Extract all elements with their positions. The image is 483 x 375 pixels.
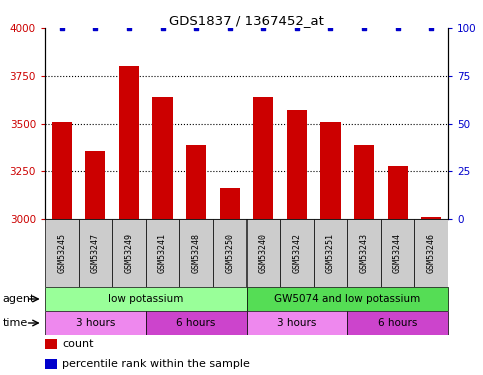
Bar [387,165,408,219]
Text: GSM53251: GSM53251 [326,233,335,273]
Bar [45,358,57,369]
Bar [153,97,172,219]
Bar [146,219,179,287]
Bar [45,219,79,287]
Text: GSM53247: GSM53247 [91,233,100,273]
Point [125,25,133,31]
Bar [354,144,374,219]
Point [394,25,401,31]
Text: GSM53242: GSM53242 [292,233,301,273]
Bar [45,339,57,350]
Bar [287,110,307,219]
Bar [280,219,313,287]
Bar [112,219,146,287]
Bar [347,312,448,334]
Point [327,25,334,31]
Text: 3 hours: 3 hours [76,318,115,328]
Bar [246,288,448,310]
Bar [179,219,213,287]
Bar [79,219,112,287]
Text: GSM53249: GSM53249 [125,233,133,273]
Text: low potassium: low potassium [108,294,184,304]
Text: GSM53240: GSM53240 [259,233,268,273]
Bar [52,122,72,219]
Text: GSM53243: GSM53243 [359,233,369,273]
Bar [220,189,240,219]
Point [91,25,99,31]
Bar [246,312,347,334]
Point [427,25,435,31]
Bar [347,219,381,287]
Point [159,25,167,31]
Point [58,25,66,31]
Bar [119,66,139,219]
Text: GSM53248: GSM53248 [192,233,200,273]
Text: agent: agent [2,294,35,304]
Bar [45,312,146,334]
Point [259,25,267,31]
Text: percentile rank within the sample: percentile rank within the sample [62,359,250,369]
Point [360,25,368,31]
Point [293,25,301,31]
Text: GSM53241: GSM53241 [158,233,167,273]
Text: 6 hours: 6 hours [176,318,216,328]
Bar [246,219,280,287]
Bar [213,219,246,287]
Text: 3 hours: 3 hours [277,318,316,328]
Point [226,25,234,31]
Bar [313,219,347,287]
Bar [253,97,273,219]
Bar [414,219,448,287]
Text: time: time [2,318,28,328]
Text: GSM53244: GSM53244 [393,233,402,273]
Point [192,25,200,31]
Text: GW5074 and low potassium: GW5074 and low potassium [274,294,420,304]
Text: count: count [62,339,93,349]
Bar [146,312,246,334]
Text: GSM53246: GSM53246 [426,233,436,273]
Bar [45,288,246,310]
Bar [421,217,441,219]
Text: 6 hours: 6 hours [378,318,417,328]
Bar [320,122,341,219]
Text: GSM53245: GSM53245 [57,233,66,273]
Bar [186,144,206,219]
Bar [85,151,105,219]
Title: GDS1837 / 1367452_at: GDS1837 / 1367452_at [169,14,324,27]
Bar [381,219,414,287]
Text: GSM53250: GSM53250 [225,233,234,273]
